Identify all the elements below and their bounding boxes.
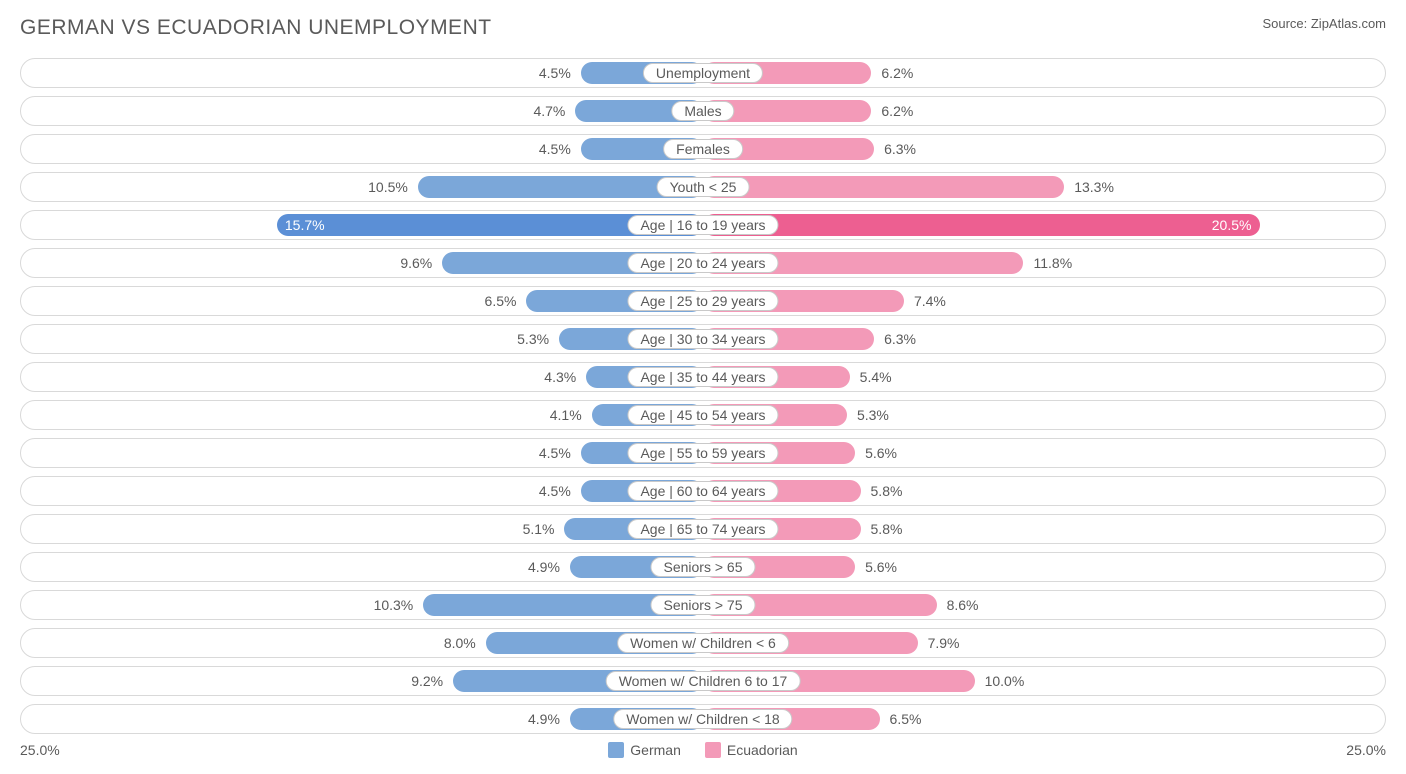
value-right: 13.3% — [1074, 179, 1114, 195]
legend: German Ecuadorian — [608, 742, 797, 758]
value-right: 20.5% — [1212, 217, 1252, 233]
value-left: 4.3% — [544, 369, 576, 385]
value-left: 5.1% — [523, 521, 555, 537]
chart-row: 4.9% 5.6% Seniors > 65 — [20, 552, 1386, 582]
value-right: 5.8% — [871, 521, 903, 537]
category-label: Males — [671, 101, 734, 121]
value-left: 5.3% — [517, 331, 549, 347]
value-right: 5.3% — [857, 407, 889, 423]
chart-row: 9.2% 10.0% Women w/ Children 6 to 17 — [20, 666, 1386, 696]
chart-title: GERMAN VS ECUADORIAN UNEMPLOYMENT — [20, 16, 492, 40]
value-right: 5.4% — [860, 369, 892, 385]
value-left: 4.1% — [550, 407, 582, 423]
diverging-bar-chart: 4.5% 6.2% Unemployment 4.7% 6.2% Males 4.5% 6.3… — [20, 58, 1386, 734]
category-label: Age | 60 to 64 years — [627, 481, 778, 501]
value-left: 8.0% — [444, 635, 476, 651]
value-left: 9.2% — [411, 673, 443, 689]
chart-row: 4.5% 5.8% Age | 60 to 64 years — [20, 476, 1386, 506]
legend-swatch-german — [608, 742, 624, 758]
category-label: Women w/ Children < 18 — [613, 709, 792, 729]
category-label: Age | 35 to 44 years — [627, 367, 778, 387]
category-label: Age | 25 to 29 years — [627, 291, 778, 311]
legend-item-ecuadorian: Ecuadorian — [705, 742, 798, 758]
value-right: 11.8% — [1033, 255, 1072, 271]
chart-row: 9.6% 11.8% Age | 20 to 24 years — [20, 248, 1386, 278]
category-label: Age | 45 to 54 years — [627, 405, 778, 425]
chart-row: 4.5% 5.6% Age | 55 to 59 years — [20, 438, 1386, 468]
value-right: 5.6% — [865, 445, 897, 461]
category-label: Youth < 25 — [657, 177, 750, 197]
value-right: 8.6% — [947, 597, 979, 613]
chart-row: 4.7% 6.2% Males — [20, 96, 1386, 126]
category-label: Age | 65 to 74 years — [627, 519, 778, 539]
bar-right — [703, 176, 1064, 198]
value-left: 4.5% — [539, 445, 571, 461]
value-right: 6.2% — [881, 65, 913, 81]
value-left: 10.3% — [374, 597, 414, 613]
value-left: 4.5% — [539, 141, 571, 157]
value-left: 4.9% — [528, 559, 560, 575]
category-label: Unemployment — [643, 63, 763, 83]
value-right: 5.8% — [871, 483, 903, 499]
chart-row: 15.7% 20.5% Age | 16 to 19 years — [20, 210, 1386, 240]
category-label: Age | 16 to 19 years — [627, 215, 778, 235]
category-label: Age | 30 to 34 years — [627, 329, 778, 349]
legend-swatch-ecuadorian — [705, 742, 721, 758]
value-right: 7.4% — [914, 293, 946, 309]
chart-row: 8.0% 7.9% Women w/ Children < 6 — [20, 628, 1386, 658]
chart-row: 4.5% 6.2% Unemployment — [20, 58, 1386, 88]
category-label: Women w/ Children 6 to 17 — [606, 671, 801, 691]
category-label: Females — [663, 139, 743, 159]
chart-row: 4.3% 5.4% Age | 35 to 44 years — [20, 362, 1386, 392]
chart-footer: 25.0% German Ecuadorian 25.0% — [20, 742, 1386, 758]
bar-right — [703, 214, 1260, 236]
chart-row: 4.1% 5.3% Age | 45 to 54 years — [20, 400, 1386, 430]
value-left: 4.5% — [539, 483, 571, 499]
legend-item-german: German — [608, 742, 681, 758]
legend-label-ecuadorian: Ecuadorian — [727, 742, 798, 758]
value-right: 5.6% — [865, 559, 897, 575]
value-right: 6.3% — [884, 141, 916, 157]
value-left: 4.5% — [539, 65, 571, 81]
legend-label-german: German — [630, 742, 681, 758]
category-label: Seniors > 65 — [651, 557, 756, 577]
chart-row: 10.3% 8.6% Seniors > 75 — [20, 590, 1386, 620]
chart-row: 5.1% 5.8% Age | 65 to 74 years — [20, 514, 1386, 544]
value-left: 6.5% — [485, 293, 517, 309]
chart-row: 4.5% 6.3% Females — [20, 134, 1386, 164]
chart-row: 5.3% 6.3% Age | 30 to 34 years — [20, 324, 1386, 354]
axis-max-right: 25.0% — [1346, 742, 1386, 758]
value-left: 10.5% — [368, 179, 408, 195]
value-right: 6.5% — [890, 711, 922, 727]
value-left: 9.6% — [400, 255, 432, 271]
axis-max-left: 25.0% — [20, 742, 60, 758]
chart-header: GERMAN VS ECUADORIAN UNEMPLOYMENT Source… — [20, 16, 1386, 40]
category-label: Women w/ Children < 6 — [617, 633, 789, 653]
chart-source: Source: ZipAtlas.com — [1262, 16, 1386, 31]
chart-row: 6.5% 7.4% Age | 25 to 29 years — [20, 286, 1386, 316]
category-label: Age | 55 to 59 years — [627, 443, 778, 463]
value-left: 4.7% — [533, 103, 565, 119]
value-right: 6.3% — [884, 331, 916, 347]
category-label: Seniors > 75 — [651, 595, 756, 615]
value-right: 7.9% — [928, 635, 960, 651]
chart-row: 10.5% 13.3% Youth < 25 — [20, 172, 1386, 202]
value-right: 10.0% — [985, 673, 1025, 689]
category-label: Age | 20 to 24 years — [627, 253, 778, 273]
value-right: 6.2% — [881, 103, 913, 119]
chart-row: 4.9% 6.5% Women w/ Children < 18 — [20, 704, 1386, 734]
value-left: 4.9% — [528, 711, 560, 727]
value-left: 15.7% — [285, 217, 325, 233]
